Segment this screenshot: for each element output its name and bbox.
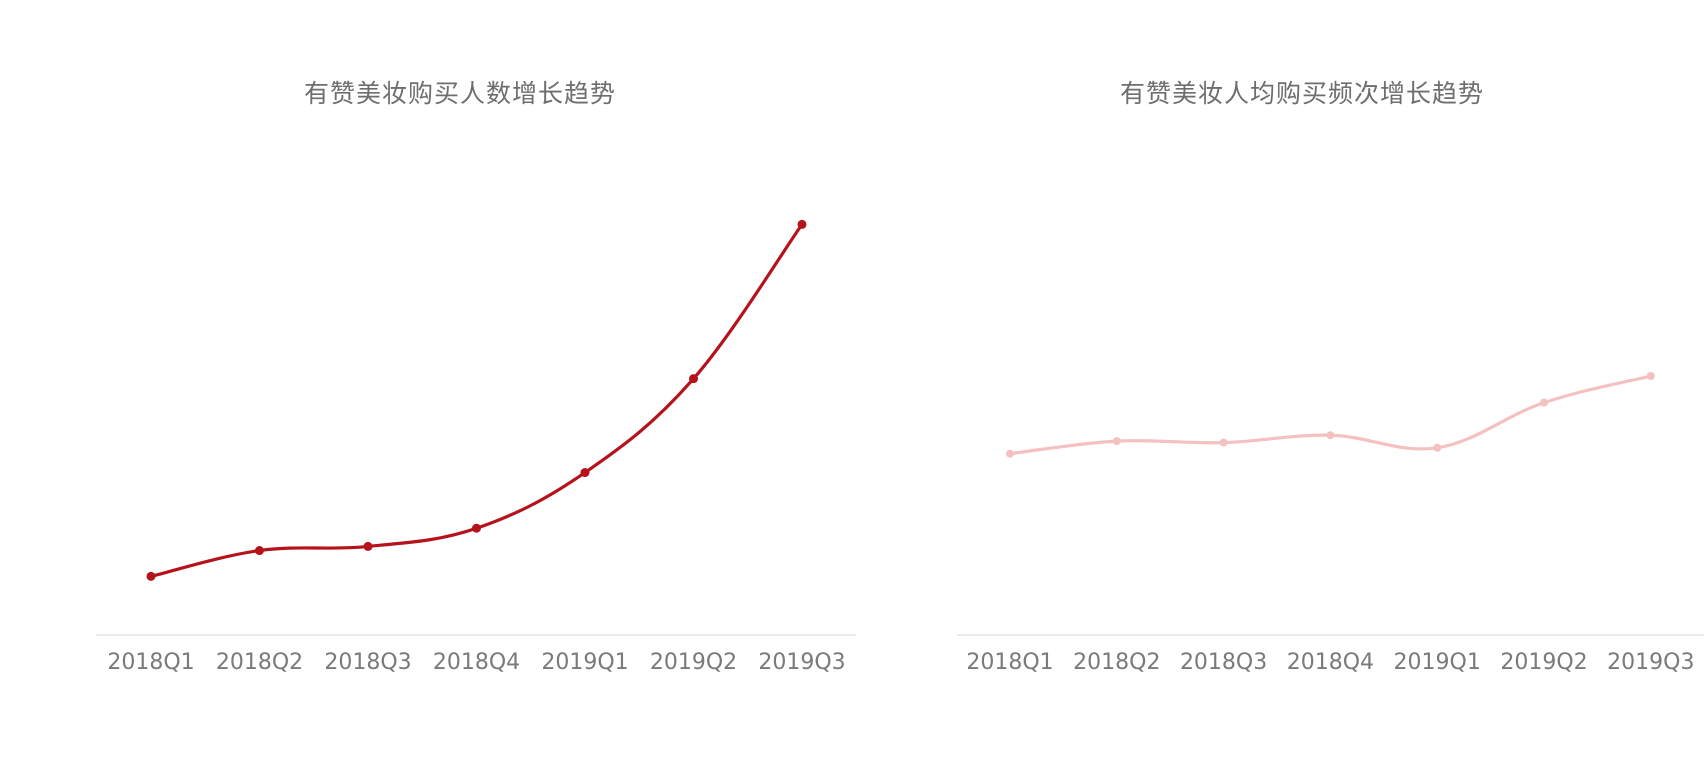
data-point bbox=[1219, 438, 1228, 447]
data-point bbox=[689, 374, 698, 384]
data-point bbox=[1326, 431, 1335, 440]
frequency-growth-plot: 2018Q1 2018Q2 2018Q3 2018Q4 2019Q1 2019Q2 2019… bbox=[957, 372, 1704, 675]
data-point bbox=[1540, 398, 1548, 407]
buyers-growth-plot: 2018Q1 2018Q2 2018Q3 2018Q4 2019Q1 2019Q2 2019… bbox=[96, 219, 856, 675]
data-point bbox=[1433, 443, 1442, 452]
x-tick-label: 2018Q4 bbox=[1287, 650, 1374, 675]
x-tick-label: 2019Q2 bbox=[1500, 650, 1587, 675]
series-line bbox=[1008, 374, 1653, 456]
data-point bbox=[1646, 372, 1655, 380]
data-point bbox=[363, 541, 373, 551]
x-tick-label: 2018Q4 bbox=[433, 650, 520, 675]
x-tick-label: 2018Q2 bbox=[1073, 650, 1160, 675]
data-point bbox=[255, 546, 264, 556]
x-tick-label: 2018Q3 bbox=[324, 650, 411, 675]
x-tick-label: 2018Q3 bbox=[1180, 650, 1267, 675]
x-tick-label: 2018Q1 bbox=[107, 650, 194, 675]
chart-title: 有赞美妆人均购买频次增长趋势 bbox=[1119, 79, 1484, 108]
data-point bbox=[1112, 437, 1121, 446]
x-tick-label: 2018Q1 bbox=[966, 650, 1053, 675]
x-tick-label: 2018Q2 bbox=[216, 650, 303, 675]
data-point bbox=[797, 219, 807, 229]
data-point bbox=[580, 468, 590, 478]
data-point bbox=[1006, 449, 1014, 458]
frequency-growth-chart: 有赞美妆人均购买频次增长趋势 2018Q1 2018Q2 2018Q3 2018Q4 2… bbox=[860, 0, 1704, 759]
data-point bbox=[472, 523, 481, 533]
x-tick-label: 2019Q3 bbox=[1607, 650, 1694, 675]
x-tick-label: 2019Q3 bbox=[758, 650, 845, 675]
x-tick-label: 2019Q1 bbox=[541, 650, 628, 675]
data-point bbox=[146, 571, 156, 581]
buyers-growth-chart: 有赞美妆购买人数增长趋势 2018Q1 2018Q2 2018Q3 2018Q4 201… bbox=[96, 79, 856, 675]
x-tick-label: 2019Q1 bbox=[1394, 650, 1481, 675]
chart-title: 有赞美妆购买人数增长趋势 bbox=[303, 79, 616, 108]
x-tick-label: 2019Q2 bbox=[650, 650, 737, 675]
series-line bbox=[149, 222, 804, 578]
